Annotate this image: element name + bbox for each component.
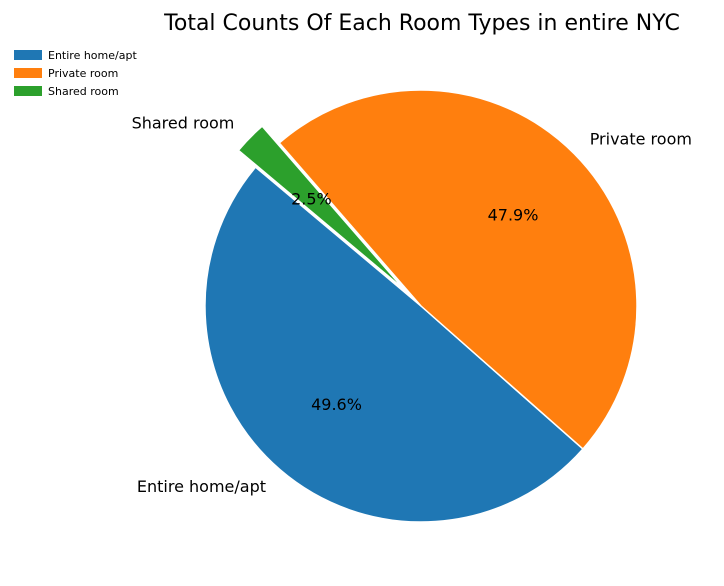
pie-slice-3 (237, 125, 405, 290)
legend-label: Entire home/apt (48, 48, 137, 62)
pie-percent-label: 47.9% (488, 206, 539, 225)
legend-swatch (14, 50, 42, 60)
pie-labels: 49.6% Entire home/apt 47.9% Private room 2.5… (132, 114, 692, 497)
legend-item: Shared room (14, 82, 137, 100)
pie-slice-1 (204, 166, 584, 523)
pie-slice-2 (278, 89, 638, 451)
pie-percent-label: 49.6% (311, 395, 362, 414)
legend-item: Entire home/apt (14, 46, 137, 64)
legend-swatch (14, 86, 42, 96)
legend-label: Private room (48, 66, 119, 80)
legend: Entire home/apt Private room Shared room (14, 46, 137, 100)
pie-category-label: Private room (590, 130, 692, 149)
chart-title: Total Counts Of Each Room Types in entir… (163, 11, 680, 36)
legend-label: Shared room (48, 84, 119, 98)
pie-slices (204, 89, 638, 523)
legend-item: Private room (14, 64, 137, 82)
pie-category-label: Shared room (132, 114, 235, 133)
pie-percent-label: 2.5% (291, 189, 332, 208)
pie-category-label: Entire home/apt (137, 477, 266, 496)
legend-swatch (14, 68, 42, 78)
